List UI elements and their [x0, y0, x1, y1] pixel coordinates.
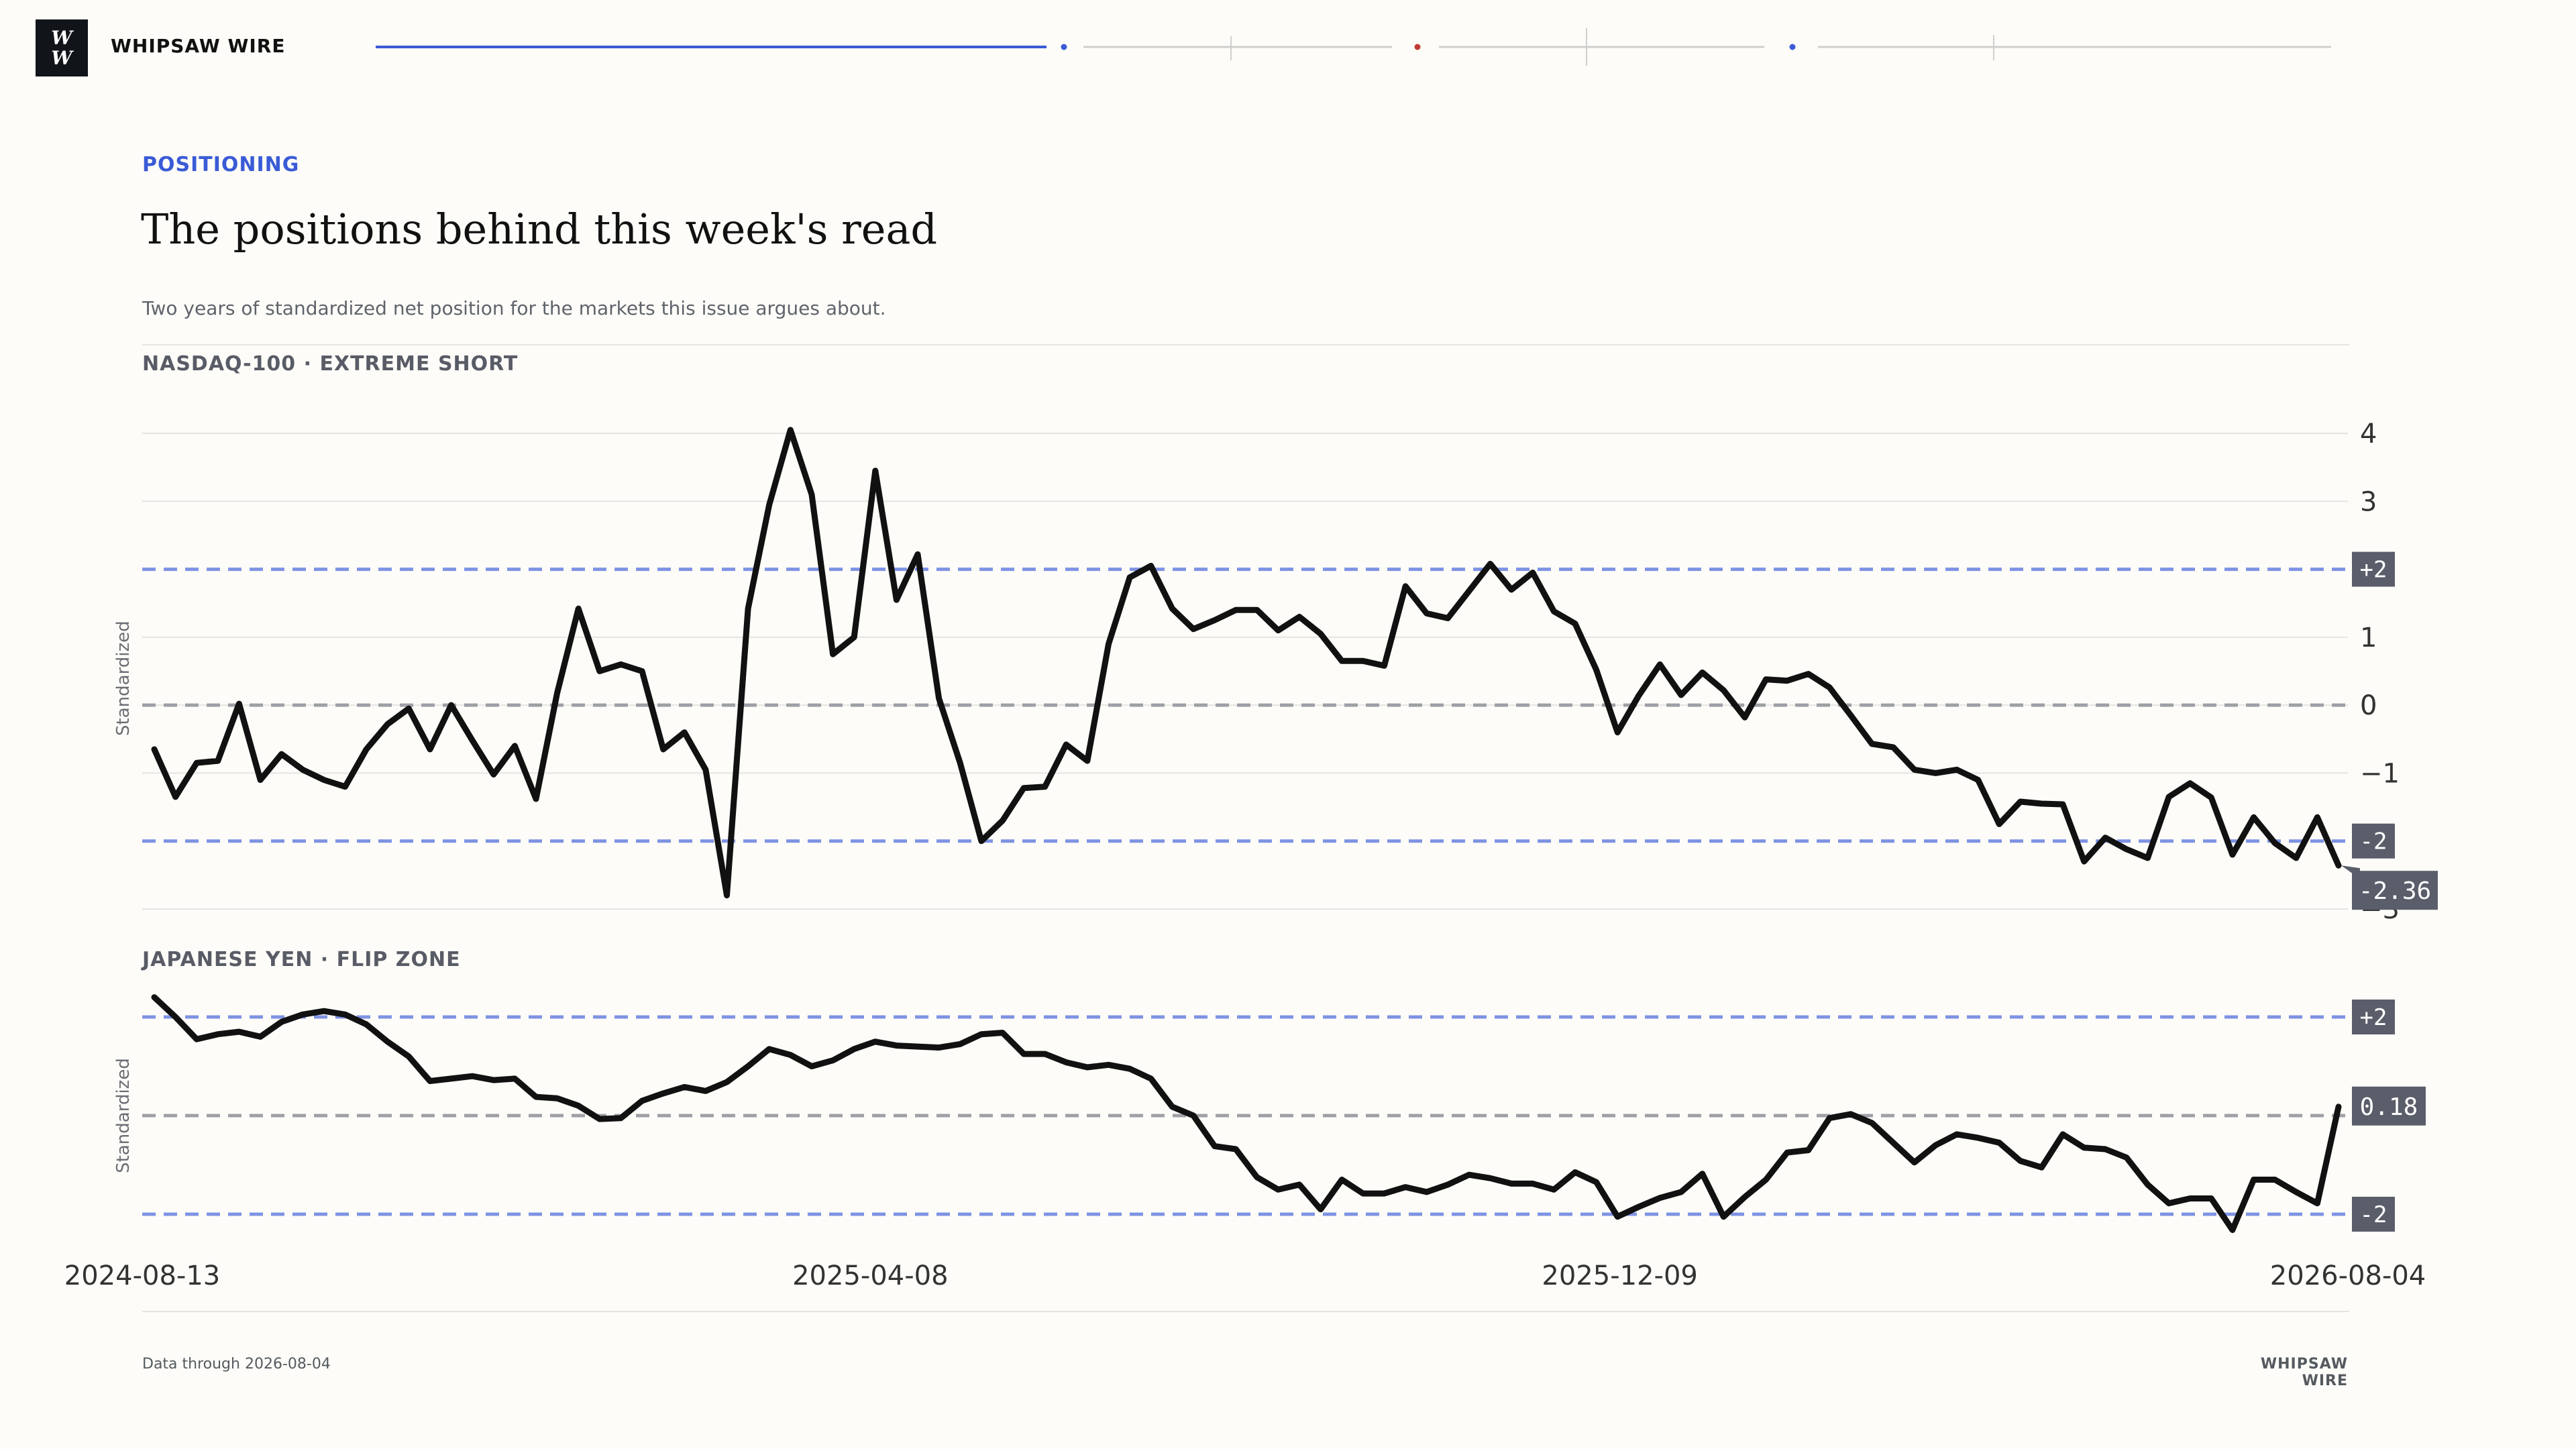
progress-dot[interactable] — [1061, 44, 1067, 50]
y-tick-label: 0 — [2360, 690, 2377, 721]
brand-name[interactable]: WHIPSAW WIRE — [111, 35, 286, 57]
page-subtitle: Two years of standardized net position f… — [142, 297, 886, 319]
threshold-badge — [2352, 1000, 2395, 1034]
y-axis-label: Standardized — [113, 621, 133, 736]
y-axis-label: Standardized — [113, 1058, 133, 1173]
brand-logo[interactable]: W W — [36, 19, 88, 76]
y-tick-label: 4 — [2360, 419, 2377, 449]
chart-panel-yen: Standardized +2 -2 0.18 2024-08-13 2025-04-08… — [64, 994, 2426, 1291]
last-value-label: 0.18 — [2360, 1093, 2418, 1121]
threshold-badge-label: -2 — [2360, 828, 2387, 855]
last-value-badge — [2352, 871, 2438, 910]
threshold-badge-label: -2 — [2360, 1201, 2387, 1228]
last-value-label: -2.36 — [2359, 877, 2431, 905]
section-kicker: POSITIONING — [142, 153, 300, 176]
x-tick-label: 2025-04-08 — [792, 1260, 948, 1291]
threshold-badge-label: +2 — [2360, 1004, 2387, 1031]
page-title: The positions behind this week's read — [141, 205, 938, 254]
x-axis: 2024-08-13 2025-04-08 2025-12-09 2026-08-04 — [64, 1260, 2426, 1291]
progress-dot[interactable] — [1789, 44, 1796, 50]
footer-data-note: Data through 2026-08-04 — [142, 1356, 331, 1373]
threshold-badge — [2352, 551, 2395, 587]
header-divider — [142, 344, 2349, 345]
panel-title-nasdaq: NASDAQ-100 · EXTREME SHORT — [142, 352, 519, 376]
top-bar: W W WHIPSAW WIRE — [0, 0, 2576, 94]
last-value-badge — [2352, 1086, 2426, 1126]
threshold-badge — [2352, 1197, 2395, 1232]
series-line — [151, 994, 2342, 1233]
y-tick-label: −1 — [2360, 758, 2400, 789]
y-tick-label: 3 — [2360, 486, 2377, 517]
logo-letter-bottom: W — [51, 46, 72, 69]
y-tick-label: 0 — [2360, 690, 2377, 721]
x-tick-label: 2026-08-04 — [2270, 1260, 2426, 1291]
x-tick-label: 2024-08-13 — [64, 1260, 220, 1291]
footer-divider — [142, 1311, 2349, 1312]
panel-title-yen: JAPANESE YEN · FLIP ZONE — [142, 948, 461, 971]
progress-dot[interactable] — [1414, 44, 1421, 50]
threshold-badge-label: +2 — [2360, 557, 2387, 584]
x-tick-label: 2025-12-09 — [1542, 1260, 1697, 1291]
logo-letter-top: W — [51, 26, 72, 49]
y-tick-label: 1 — [2360, 623, 2377, 653]
series-line — [151, 427, 2342, 899]
section-progress-bar — [376, 28, 2331, 66]
threshold-badge — [2352, 823, 2395, 859]
footer-brand: WHIPSAW WIRE — [2260, 1356, 2348, 1389]
